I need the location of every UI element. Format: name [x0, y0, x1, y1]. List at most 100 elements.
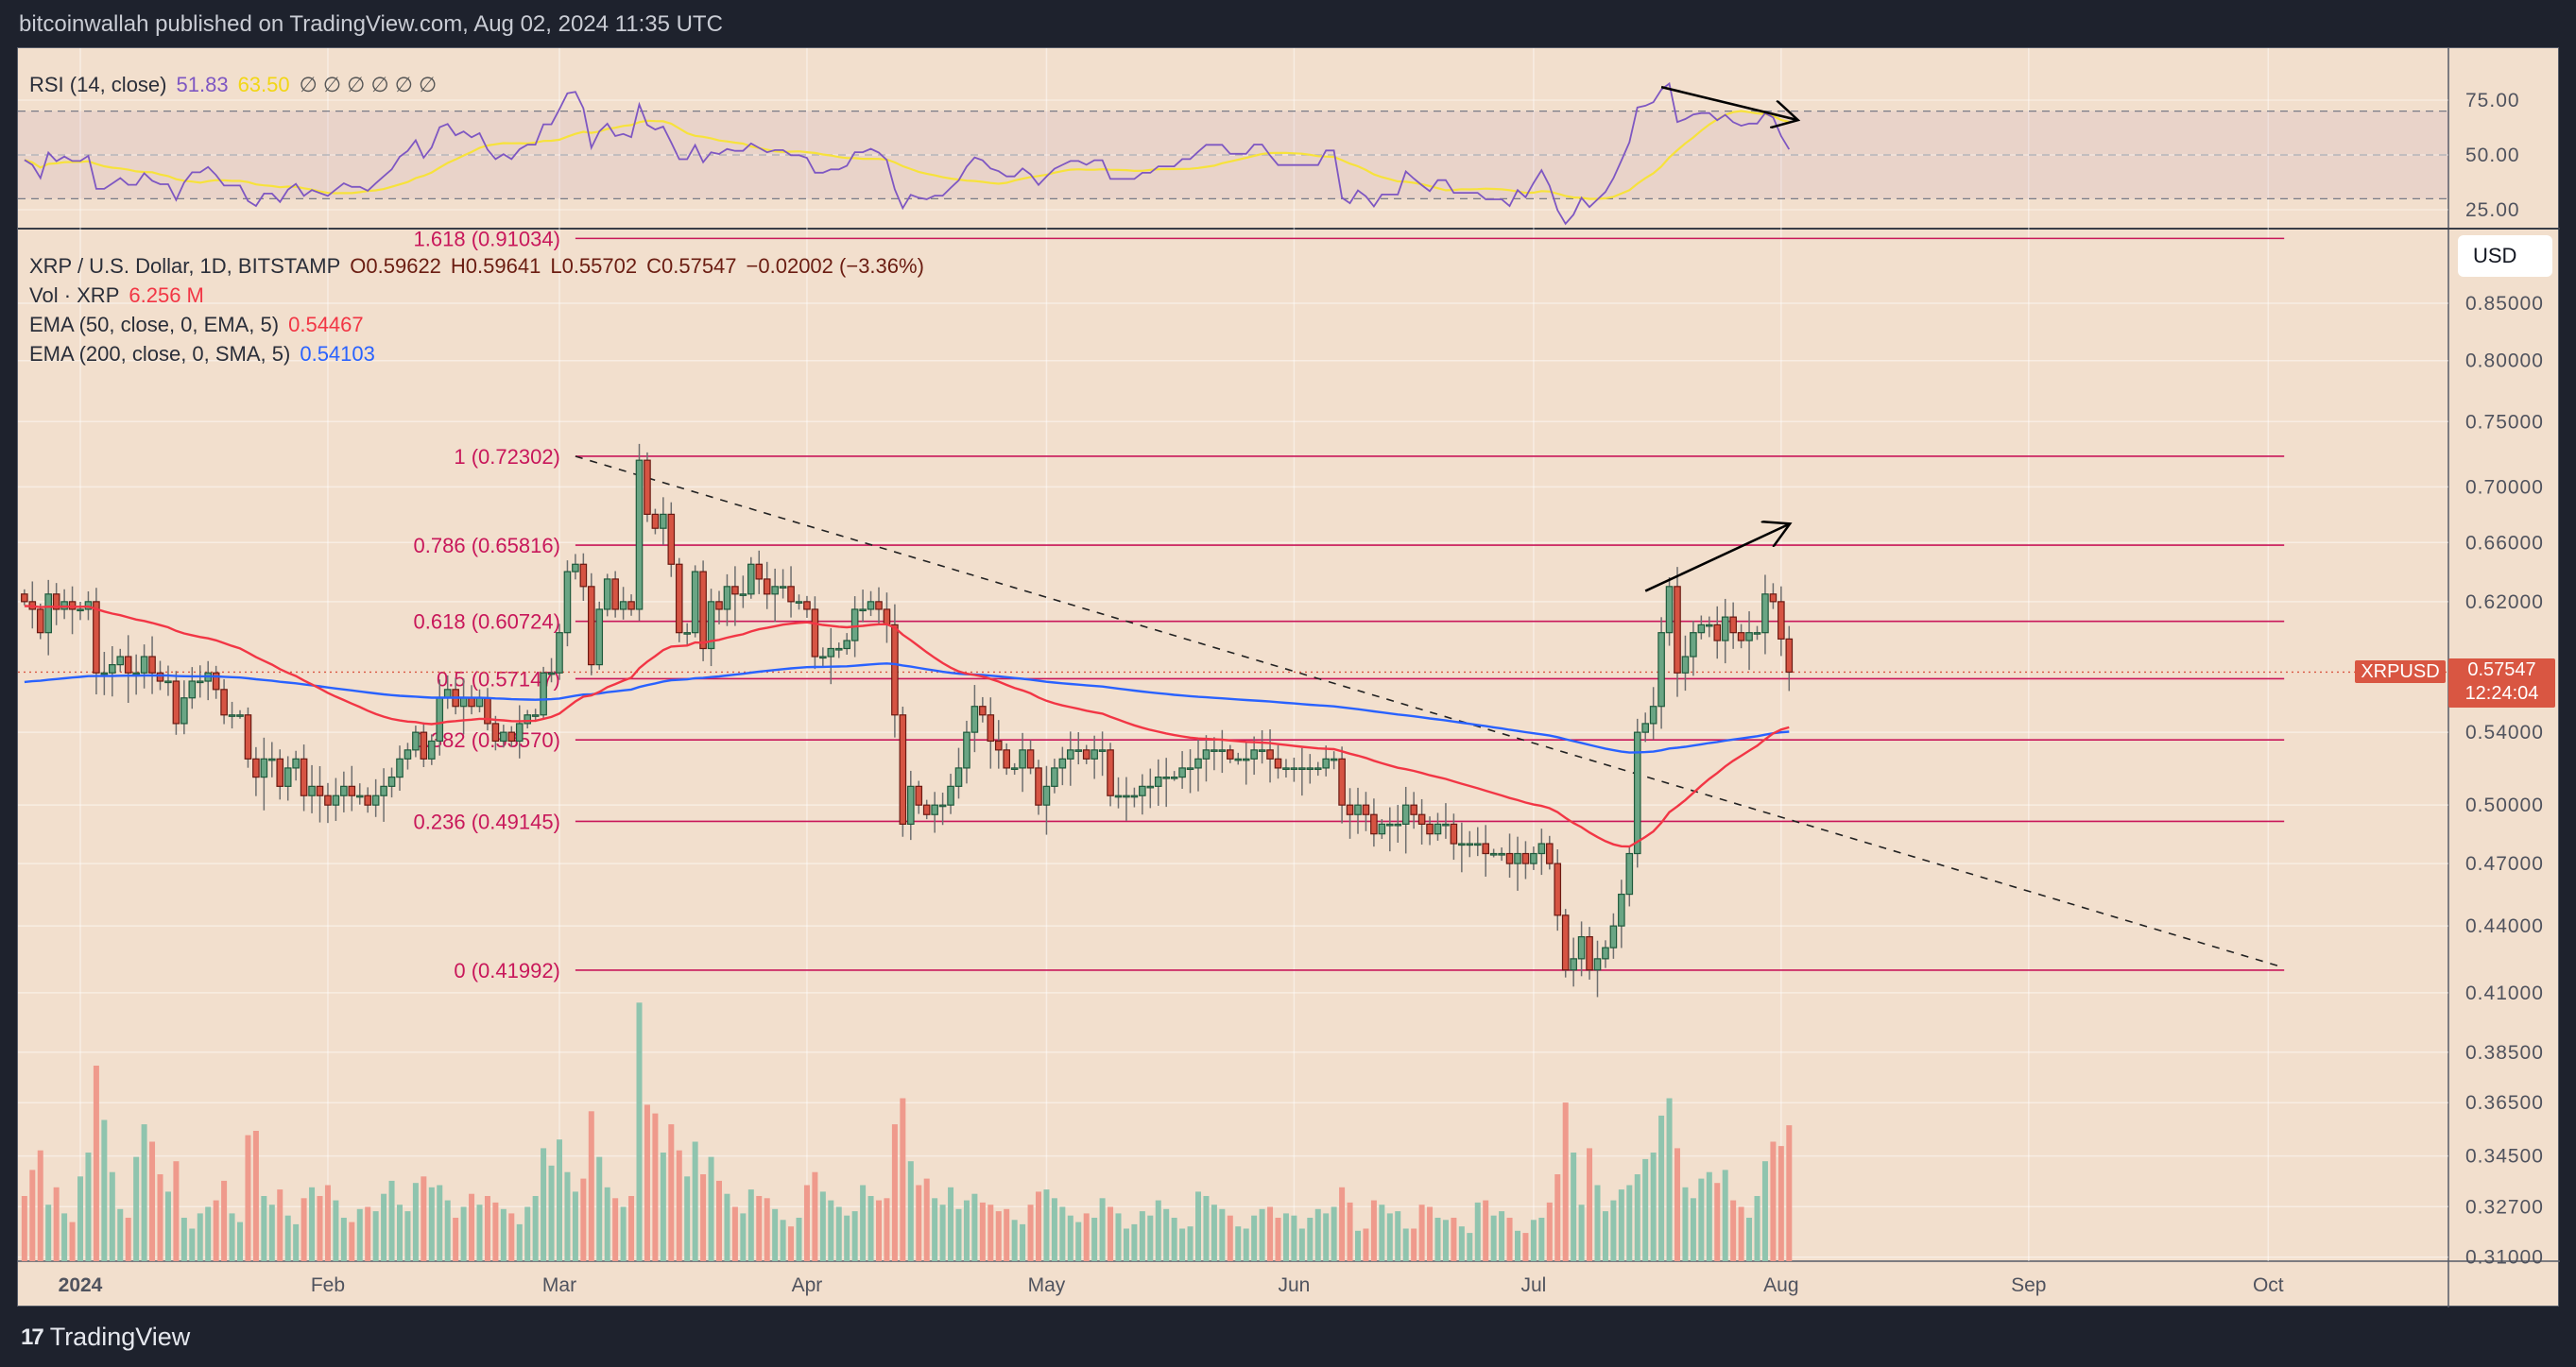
volume-bar [884, 1198, 890, 1261]
candle-up [428, 740, 436, 760]
candle-down [579, 563, 588, 588]
rsi-legend: RSI (14, close) 51.83 63.50 ∅ ∅ ∅ ∅ ∅ ∅ [29, 73, 446, 97]
candle-up [1657, 632, 1665, 708]
candle-up [475, 697, 484, 708]
candle-up [1745, 632, 1753, 641]
volume-bar [324, 1185, 331, 1261]
candle-down [93, 601, 100, 674]
volume-bar [1530, 1220, 1537, 1261]
candle-up [1625, 852, 1634, 896]
volume-bar [1722, 1170, 1728, 1261]
y-tick-label: 0.31000 [2465, 1247, 2544, 1269]
volume-bar [1786, 1125, 1793, 1261]
candle-up [188, 680, 197, 699]
volume-bar [923, 1178, 930, 1261]
candle-up [931, 804, 938, 815]
candle-up [1074, 749, 1083, 752]
candle-down [644, 459, 651, 515]
volume-bar [1195, 1191, 1201, 1261]
x-tick-label: Apr [792, 1274, 823, 1296]
candle-down [1410, 804, 1417, 815]
candle-up [1051, 767, 1058, 787]
volume-bar [1642, 1158, 1649, 1261]
candle-down [68, 601, 77, 610]
fib-level-label: 0.5 (0.57147) [437, 667, 560, 691]
y-tick-label: 0.47000 [2465, 853, 2544, 875]
volume-bar [356, 1208, 363, 1261]
candle-up [1186, 767, 1194, 771]
candle-up [1394, 823, 1402, 827]
volume-bar [780, 1220, 786, 1261]
candle-up [1114, 795, 1123, 798]
tradingview-brand[interactable]: 17 TradingView [21, 1323, 190, 1352]
volume-bar [180, 1218, 187, 1261]
volume-bar [932, 1198, 938, 1261]
volume-bar [1155, 1200, 1161, 1261]
volume-bar [1027, 1205, 1034, 1261]
volume-bar [381, 1193, 387, 1261]
candle-up [859, 608, 867, 612]
candle-down [1107, 749, 1114, 796]
candle-up [77, 608, 84, 612]
volume-bar [492, 1202, 499, 1261]
volume-bar [1499, 1211, 1505, 1261]
volume-bar [69, 1222, 76, 1261]
volume-bar [731, 1206, 738, 1261]
volume-bar [237, 1222, 243, 1261]
volume-bar [1458, 1226, 1465, 1261]
symbol-title[interactable]: XRP / U.S. Dollar, 1D, BITSTAMP [29, 254, 341, 278]
candle-up [906, 785, 915, 826]
currency-button[interactable]: USD [2458, 235, 2552, 277]
volume-bar [1075, 1222, 1082, 1261]
candle-up [1139, 785, 1146, 796]
volume-bar [916, 1185, 922, 1261]
y-tick-label: 0.44000 [2465, 915, 2544, 937]
volume-bar [1147, 1215, 1154, 1261]
candle-up [387, 776, 396, 787]
volume-bar [812, 1171, 818, 1261]
volume-bar [1522, 1233, 1529, 1261]
candle-down [148, 656, 156, 674]
volume-bar [1123, 1228, 1129, 1261]
candle-up [739, 593, 747, 596]
candle-down [21, 593, 28, 603]
candle-up [260, 758, 268, 778]
volume-bar [349, 1222, 355, 1261]
candle-down [1674, 586, 1681, 674]
candle-up [236, 714, 244, 717]
volume-bar [1386, 1213, 1393, 1261]
candle-up [1019, 749, 1026, 769]
volume-bar [788, 1226, 795, 1261]
volume-bar [588, 1111, 594, 1261]
candle-up [1058, 758, 1067, 769]
chart-panel[interactable]: 2024 Feb Mar Apr May Jun Jul Aug Sep Oct 0.85000 0.… [17, 47, 2560, 1307]
candle-up [827, 647, 835, 658]
volume-bar [660, 1153, 666, 1261]
candle-down [899, 714, 907, 826]
volume-bar [1698, 1178, 1705, 1261]
candle-up [954, 767, 963, 787]
volume-bar [388, 1180, 395, 1261]
volume-bar [1115, 1213, 1122, 1261]
candle-down [922, 804, 931, 815]
volume-bar [1626, 1185, 1633, 1261]
candle-down [212, 672, 220, 691]
candle-up [1170, 776, 1178, 779]
last-price-tag: 0.57547 12:24:04 [2448, 658, 2555, 708]
candle-up [1298, 767, 1306, 771]
candle-down [1482, 843, 1490, 855]
chart-canvas[interactable]: 2024 Feb Mar Apr May Jun Jul Aug Sep Oct 0.85000 0.… [18, 48, 2560, 1307]
volume-bar [1282, 1213, 1289, 1261]
volume-bar [397, 1205, 403, 1261]
volume-bar [1442, 1220, 1449, 1261]
candle-up [500, 731, 507, 743]
volume-bar [284, 1215, 291, 1261]
candle-down [1362, 804, 1370, 815]
rsi-divergence-arrow [1660, 85, 1797, 120]
volume-bar [979, 1202, 986, 1261]
volume-bar [1474, 1202, 1481, 1261]
candle-down [1417, 813, 1426, 826]
candle-up [164, 680, 172, 684]
rsi-line [24, 81, 1791, 226]
volume-bar [1714, 1183, 1721, 1261]
